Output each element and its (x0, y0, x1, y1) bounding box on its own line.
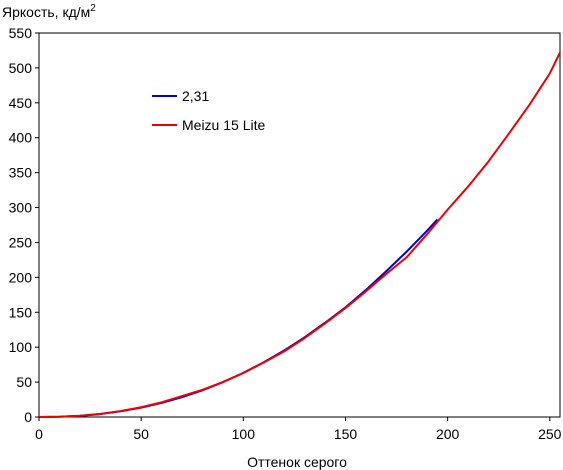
y-tick-label: 0 (24, 409, 32, 425)
y-tick-label: 100 (9, 339, 33, 355)
y-tick-label: 550 (9, 25, 33, 41)
plot-area (38, 32, 561, 418)
y-tick-label: 400 (9, 130, 33, 146)
y-tick-label: 350 (9, 165, 33, 181)
y-tick-label: 500 (9, 60, 33, 76)
y-tick-label: 300 (9, 200, 33, 216)
y-axis-title-superscript: 2 (90, 3, 96, 14)
y-tick-label: 200 (9, 269, 33, 285)
y-tick-label: 250 (9, 234, 33, 250)
x-tick-label: 150 (334, 426, 358, 442)
y-tick-label: 50 (16, 374, 32, 390)
y-axis-title-text: Яркость, кд/м (2, 4, 90, 20)
y-axis-title: Яркость, кд/м2 (2, 3, 96, 20)
x-tick-label: 250 (538, 426, 562, 442)
x-tick-label: 100 (232, 426, 256, 442)
legend-label-1: 2,31 (182, 88, 209, 104)
x-tick-label: 50 (133, 426, 149, 442)
y-tick-label: 450 (9, 95, 33, 111)
x-tick-label: 0 (35, 426, 43, 442)
x-axis-title: Оттенок серого (247, 454, 347, 470)
tick-layer: 0 50 100 150 200 250 300 350 400 450 500 550 0 50 100 1… (9, 25, 562, 442)
legend-label-2: Meizu 15 Lite (182, 117, 265, 133)
legend: 2,31 Meizu 15 Lite (152, 88, 265, 133)
series-line-1 (38, 218, 439, 418)
x-tick-label: 200 (436, 426, 460, 442)
series-line-2 (38, 52, 561, 418)
series-layer (38, 52, 561, 418)
plot-border (38, 32, 561, 418)
y-tick-label: 150 (9, 304, 33, 320)
